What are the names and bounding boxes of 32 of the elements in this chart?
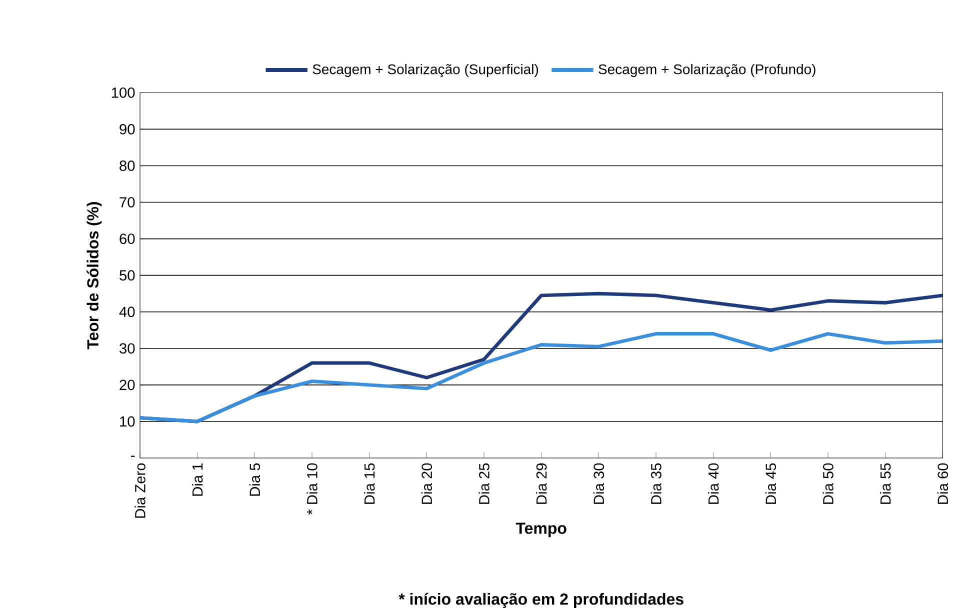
x-tick-label: Dia 5 <box>249 463 260 496</box>
y-axis-title: Teor de Sólidos (%) <box>86 202 102 350</box>
x-tick-label: Dia 25 <box>478 463 490 504</box>
legend-label: Secagem + Solarização (Superficial) <box>312 64 538 78</box>
x-tick-label: Dia 15 <box>364 463 375 504</box>
x-tick-label: Dia 20 <box>421 463 432 504</box>
x-tick-label: Dia 1 <box>192 463 203 496</box>
x-tick-label: Dia 40 <box>708 463 719 504</box>
x-tick-label: Dia 60 <box>937 463 948 504</box>
x-tick-label: Dia 35 <box>650 463 662 504</box>
y-tick-label: 50 <box>120 270 135 281</box>
y-tick-label: 90 <box>120 124 135 134</box>
y-tick-label: 30 <box>120 343 135 354</box>
x-tick-label: Dia Zero <box>134 463 146 518</box>
y-tick-label: 60 <box>120 234 135 244</box>
y-tick-label: 20 <box>120 380 135 390</box>
line-series <box>138 332 944 424</box>
y-tick-label: - <box>131 456 135 457</box>
y-tick-label: 100 <box>112 87 135 98</box>
y-tick-label: 40 <box>119 306 135 318</box>
x-tick-label: Dia 50 <box>822 463 834 504</box>
x-axis-title: Tempo <box>516 522 566 538</box>
x-tick-label: Dia 55 <box>880 463 891 504</box>
legend-label: Secagem + Solarização (Profundo) <box>598 64 816 78</box>
y-tick-label: 70 <box>120 197 135 208</box>
y-tick-label: 80 <box>120 160 135 171</box>
y-tick-label: 10 <box>120 416 135 427</box>
x-tick-label: * Dia 10 <box>306 463 318 515</box>
x-tick-label: Dia 29 <box>536 463 547 504</box>
x-tick-label: Dia 30 <box>593 463 604 504</box>
x-tick-label: Dia 45 <box>765 463 776 504</box>
text: * início avaliação em 2 profundidades <box>398 592 684 608</box>
